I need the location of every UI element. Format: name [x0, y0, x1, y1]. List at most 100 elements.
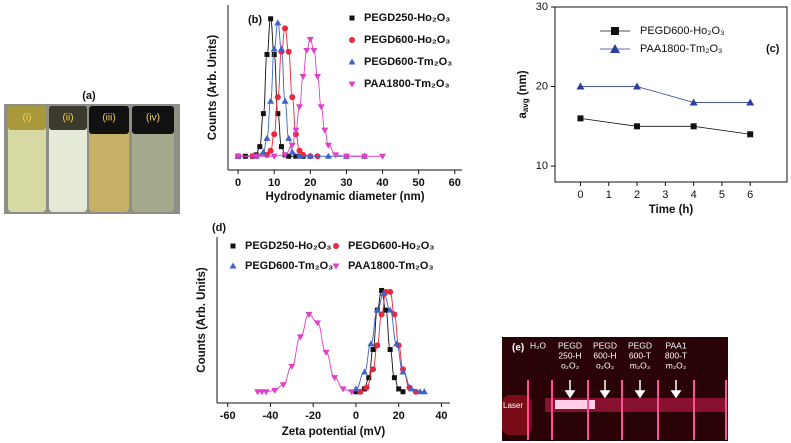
data-point [367, 340, 375, 347]
legend-label: PAA1800-Tm₂O₃ [348, 260, 434, 272]
data-point [285, 48, 292, 55]
x-tick-label: 4 [691, 189, 697, 201]
legend-marker [611, 27, 619, 35]
data-point [324, 142, 332, 149]
legend-marker [230, 243, 236, 249]
data-point [275, 111, 281, 117]
data-point [252, 153, 260, 160]
data-point [274, 94, 281, 101]
x-tick-label: 3 [662, 189, 668, 201]
legend-marker [333, 243, 339, 249]
vial-cap [132, 106, 174, 134]
legend-label: PEGD250-Ho₂O₃ [364, 12, 450, 24]
data-point [271, 131, 278, 138]
legend-label: PEGD600-Ho₂O₃ [640, 25, 725, 37]
vial [49, 112, 87, 212]
x-tick-label: 0 [353, 410, 359, 422]
data-point [306, 36, 314, 43]
legend-marker [349, 15, 355, 21]
data-point [268, 16, 274, 22]
data-point [313, 320, 321, 327]
data-point [321, 127, 329, 134]
data-point [393, 340, 401, 347]
legend-label: PEGD600-Tm₂O₃ [245, 260, 333, 272]
x-tick-label: -20 [305, 410, 321, 422]
data-point [286, 153, 292, 159]
data-point [370, 366, 377, 373]
data-point [332, 152, 340, 159]
data-point [339, 386, 347, 393]
data-point [746, 98, 755, 106]
x-tick-label: 40 [376, 177, 388, 189]
data-point [292, 127, 300, 134]
data-point [260, 111, 266, 117]
column-label: 800-T [665, 350, 687, 360]
legend-label: PEGD600-Tm₂O₃ [364, 56, 452, 68]
data-point [408, 385, 416, 392]
column-label: PEGD [628, 340, 652, 350]
x-tick-label: 30 [340, 177, 352, 189]
data-point [383, 307, 389, 313]
y-axis-label-part: Counts (Arb. Units) [207, 35, 219, 141]
legend-marker [348, 81, 356, 88]
legend-label: PEGD600-Ho₂O₃ [348, 240, 434, 252]
data-point [296, 334, 304, 341]
data-point [342, 153, 350, 160]
x-tick-label: 2 [634, 189, 640, 201]
x-tick-label: 1 [606, 189, 612, 201]
data-point [299, 74, 307, 80]
data-point [274, 19, 282, 26]
panel-label: (e) [512, 343, 524, 354]
data-point [380, 289, 388, 296]
x-tick-label: 20 [393, 410, 405, 422]
series-line [238, 27, 318, 157]
data-point [271, 52, 277, 57]
laser-device [502, 395, 532, 435]
data-point [373, 306, 381, 313]
data-point [310, 47, 318, 54]
vial [132, 112, 174, 212]
x-axis-label: Zeta potential (mV) [282, 426, 386, 438]
legend-marker [229, 262, 237, 269]
data-point [420, 388, 428, 395]
legend-marker [348, 58, 356, 65]
data-point [348, 389, 356, 396]
data-point [277, 45, 285, 52]
data-point [690, 123, 697, 130]
data-point [363, 384, 370, 391]
data-point [314, 74, 322, 80]
data-point [305, 311, 313, 318]
data-point [262, 389, 270, 396]
data-point [387, 347, 393, 353]
data-point [370, 347, 376, 353]
x-tick-label: -40 [262, 410, 278, 422]
vial-cap [8, 106, 46, 130]
data-point [257, 144, 263, 150]
data-point [289, 94, 296, 101]
data-point [279, 382, 287, 389]
legend-label: PAA1800-Tm₂O₃ [640, 43, 723, 55]
legend-marker [332, 263, 340, 270]
legend-label: PAA1800-Tm₂O₃ [364, 78, 450, 90]
data-point [577, 115, 584, 122]
x-tick-label: 10 [268, 177, 280, 189]
x-tick-label: 0 [577, 189, 583, 201]
x-tick-label: 50 [413, 177, 425, 189]
data-point [296, 152, 303, 159]
series-line [238, 38, 383, 157]
legend-label: PEGD250-Ho₂O₃ [245, 240, 331, 252]
column-label: m₂O₃ [630, 360, 650, 370]
data-point [281, 152, 289, 159]
data-point [263, 134, 271, 141]
column-label: 600-H [593, 350, 616, 360]
data-point [267, 147, 274, 154]
y-axis-label: Counts (Arb. Units) [207, 35, 219, 141]
data-point [264, 52, 270, 57]
data-point [270, 153, 278, 160]
vial-label: (i) [23, 113, 32, 124]
vial-cap [89, 106, 129, 134]
series-line [580, 86, 751, 103]
data-point [396, 386, 402, 392]
panel-label: (d) [212, 222, 226, 234]
